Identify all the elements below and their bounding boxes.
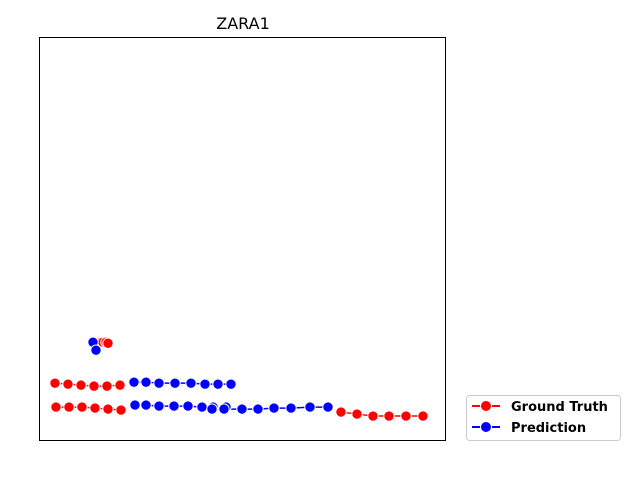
prediction-point: [322, 401, 334, 413]
prediction-point: [199, 378, 211, 390]
prediction-point: [185, 377, 197, 389]
prediction-point: [206, 403, 218, 415]
prediction-point: [236, 403, 248, 415]
trajectory-points: [49, 336, 429, 422]
ground-truth-point: [400, 410, 412, 422]
ground-truth-point: [102, 337, 114, 349]
prediction-point: [168, 400, 180, 412]
prediction-point: [182, 400, 194, 412]
legend-box: [466, 395, 621, 441]
prediction-point: [196, 401, 208, 413]
plot-frame: [39, 37, 446, 441]
legend-entry-ground-truth: Ground Truth: [472, 400, 608, 415]
prediction-point: [169, 377, 181, 389]
legend-label-prediction: Prediction: [511, 421, 586, 436]
prediction-point: [140, 399, 152, 411]
prediction-point: [304, 401, 316, 413]
ground-truth-point: [335, 406, 347, 418]
prediction-point: [268, 402, 280, 414]
legend-marker-ground-truth: [480, 400, 492, 412]
ground-truth-point: [75, 379, 87, 391]
prediction-point: [225, 378, 237, 390]
ground-truth-point: [115, 404, 127, 416]
ground-truth-point: [88, 380, 100, 392]
prediction-point: [140, 376, 152, 388]
ground-truth-point: [62, 378, 74, 390]
ground-truth-point: [102, 403, 114, 415]
ground-truth-point: [114, 379, 126, 391]
ground-truth-point: [63, 401, 75, 413]
prediction-point: [90, 344, 102, 356]
prediction-point: [212, 378, 224, 390]
legend-marker-prediction: [480, 421, 492, 433]
ground-truth-point: [50, 401, 62, 413]
legend-label-ground-truth: Ground Truth: [511, 400, 608, 415]
ground-truth-point: [367, 410, 379, 422]
ground-truth-point: [49, 377, 61, 389]
ground-truth-point: [417, 410, 429, 422]
prediction-point: [218, 403, 230, 415]
ground-truth-point: [101, 380, 113, 392]
prediction-point: [128, 376, 140, 388]
prediction-point: [129, 399, 141, 411]
ground-truth-point: [351, 408, 363, 420]
ground-truth-point: [89, 402, 101, 414]
legend: Ground Truth Prediction: [466, 395, 621, 441]
ground-truth-point: [383, 410, 395, 422]
prediction-point: [252, 403, 264, 415]
prediction-point: [153, 377, 165, 389]
prediction-point: [153, 400, 165, 412]
legend-entry-prediction: Prediction: [472, 421, 586, 436]
ground-truth-point: [76, 401, 88, 413]
prediction-point: [285, 402, 297, 414]
chart-title: ZARA1: [216, 14, 270, 33]
